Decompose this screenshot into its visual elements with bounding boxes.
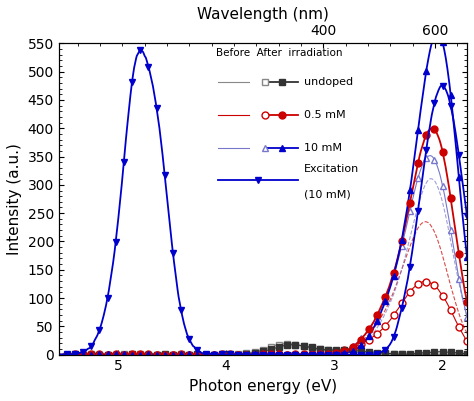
Y-axis label: Intensity (a.u.): Intensity (a.u.) — [7, 143, 22, 255]
Text: Before  After  irradiation: Before After irradiation — [216, 48, 342, 58]
Text: Excitation: Excitation — [304, 164, 359, 174]
X-axis label: Photon energy (eV): Photon energy (eV) — [189, 379, 337, 394]
X-axis label: Wavelength (nm): Wavelength (nm) — [197, 7, 329, 22]
Text: 10 mM: 10 mM — [304, 143, 342, 153]
Text: 0.5 mM: 0.5 mM — [304, 110, 346, 120]
Text: (10 mM): (10 mM) — [304, 189, 350, 199]
Text: undoped: undoped — [304, 77, 353, 87]
